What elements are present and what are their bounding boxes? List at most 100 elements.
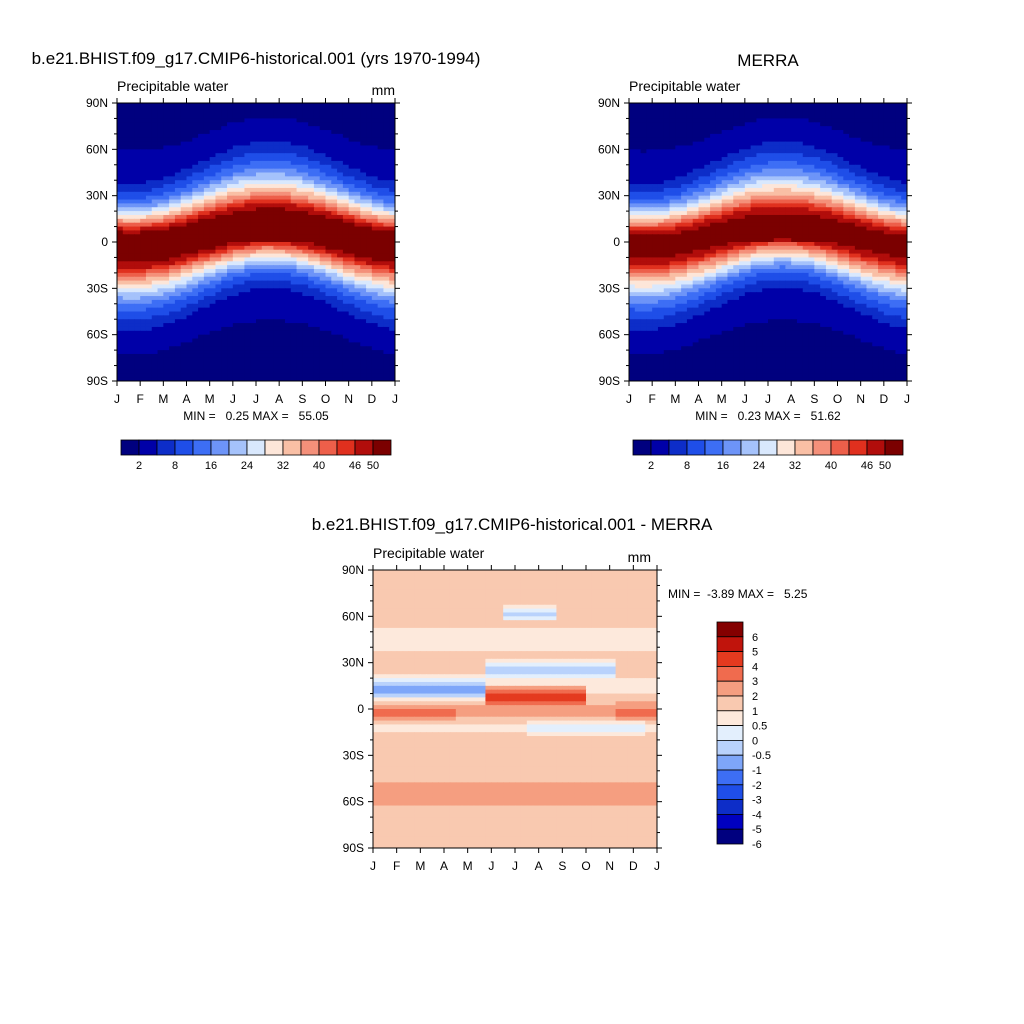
- field-cell: [267, 141, 274, 147]
- field-cell: [261, 353, 269, 359]
- field-cell: [715, 122, 723, 127]
- field-cell: [151, 234, 159, 239]
- field-cell: [169, 103, 176, 108]
- field-cell: [157, 365, 164, 371]
- field-cell: [337, 245, 344, 251]
- field-cell: [686, 191, 694, 197]
- field-cell: [377, 180, 385, 185]
- field-cell: [128, 199, 135, 204]
- field-cell: [366, 350, 373, 355]
- field-cell: [203, 369, 211, 374]
- field-cell: [209, 350, 217, 355]
- field-cell: [331, 207, 338, 212]
- field-cell: [313, 238, 321, 243]
- field-cell: [215, 176, 222, 181]
- field-cell: [762, 199, 769, 204]
- field-cell: [284, 280, 292, 286]
- field-cell: [883, 103, 891, 108]
- field-cell: [849, 199, 856, 204]
- field-cell: [302, 311, 309, 316]
- field-cell: [267, 106, 274, 112]
- field-cell: [261, 365, 269, 371]
- field-cell: [192, 369, 199, 374]
- field-cell: [831, 157, 839, 162]
- field-cell: [331, 242, 338, 247]
- field-cell: [209, 203, 217, 208]
- field-cell: [238, 238, 246, 243]
- field-cell: [232, 284, 240, 289]
- field-cell: [727, 141, 734, 147]
- field-cell: [319, 191, 327, 197]
- field-cell: [360, 164, 367, 170]
- field-cell: [872, 172, 879, 177]
- field-cell: [122, 253, 130, 259]
- field-cell: [302, 253, 309, 259]
- field-cell: [872, 137, 879, 143]
- field-cell: [273, 114, 280, 120]
- field-cell: [279, 222, 286, 228]
- field-cell: [773, 137, 781, 143]
- field-cell: [145, 377, 153, 381]
- field-cell: [646, 191, 653, 197]
- field-cell: [377, 130, 385, 135]
- field-cell: [866, 195, 873, 201]
- field-cell: [331, 180, 338, 185]
- field-cell: [675, 160, 682, 166]
- field-cell: [331, 303, 338, 309]
- field-cell: [744, 122, 752, 127]
- field-cell: [284, 238, 292, 243]
- field-cell: [209, 280, 217, 286]
- field-cell: [895, 110, 902, 116]
- field-cell: [267, 303, 274, 309]
- field-cell: [785, 207, 792, 212]
- field-cell: [319, 249, 327, 255]
- field-cell: [174, 323, 182, 328]
- field-cell: [878, 191, 885, 197]
- field-cell: [198, 122, 205, 127]
- field-cell: [657, 180, 665, 185]
- field-cell: [250, 164, 257, 170]
- field-cell: [756, 118, 763, 123]
- field-cell: [117, 106, 124, 112]
- field-cell: [128, 307, 135, 313]
- field-cell: [883, 207, 891, 212]
- field-cell: [134, 338, 141, 343]
- field-cell: [710, 176, 717, 181]
- field-cell: [215, 164, 222, 170]
- field-cell: [814, 187, 821, 193]
- field-cell: [122, 272, 130, 278]
- field-cell: [279, 315, 286, 320]
- field-cell: [227, 222, 234, 228]
- field-cell: [883, 149, 891, 154]
- field-cell: [849, 184, 856, 189]
- field-cell: [704, 133, 711, 139]
- field-cell: [308, 218, 315, 224]
- field-cell: [122, 130, 130, 135]
- field-cell: [744, 207, 752, 212]
- field-cell: [203, 265, 211, 270]
- field-cell: [273, 199, 280, 204]
- field-cell: [296, 303, 303, 309]
- field-cell: [837, 157, 844, 162]
- field-cell: [366, 164, 373, 170]
- field-cell: [860, 207, 868, 212]
- field-cell: [134, 249, 141, 255]
- field-cell: [773, 122, 781, 127]
- field-cell: [331, 164, 338, 170]
- field-cell: [354, 238, 361, 243]
- field-cell: [203, 184, 211, 189]
- field-cell: [652, 114, 659, 120]
- field-cell: [663, 180, 671, 185]
- field-cell: [325, 153, 332, 158]
- field-cell: [261, 299, 269, 305]
- field-cell: [348, 323, 356, 328]
- field-cell: [733, 187, 740, 193]
- field-cell: [360, 346, 367, 351]
- field-cell: [163, 361, 170, 367]
- field-cell: [371, 326, 379, 332]
- field-cell: [261, 141, 269, 147]
- field-cell: [698, 184, 705, 189]
- field-cell: [169, 168, 176, 174]
- field-cell: [140, 118, 147, 123]
- field-cell: [325, 272, 332, 278]
